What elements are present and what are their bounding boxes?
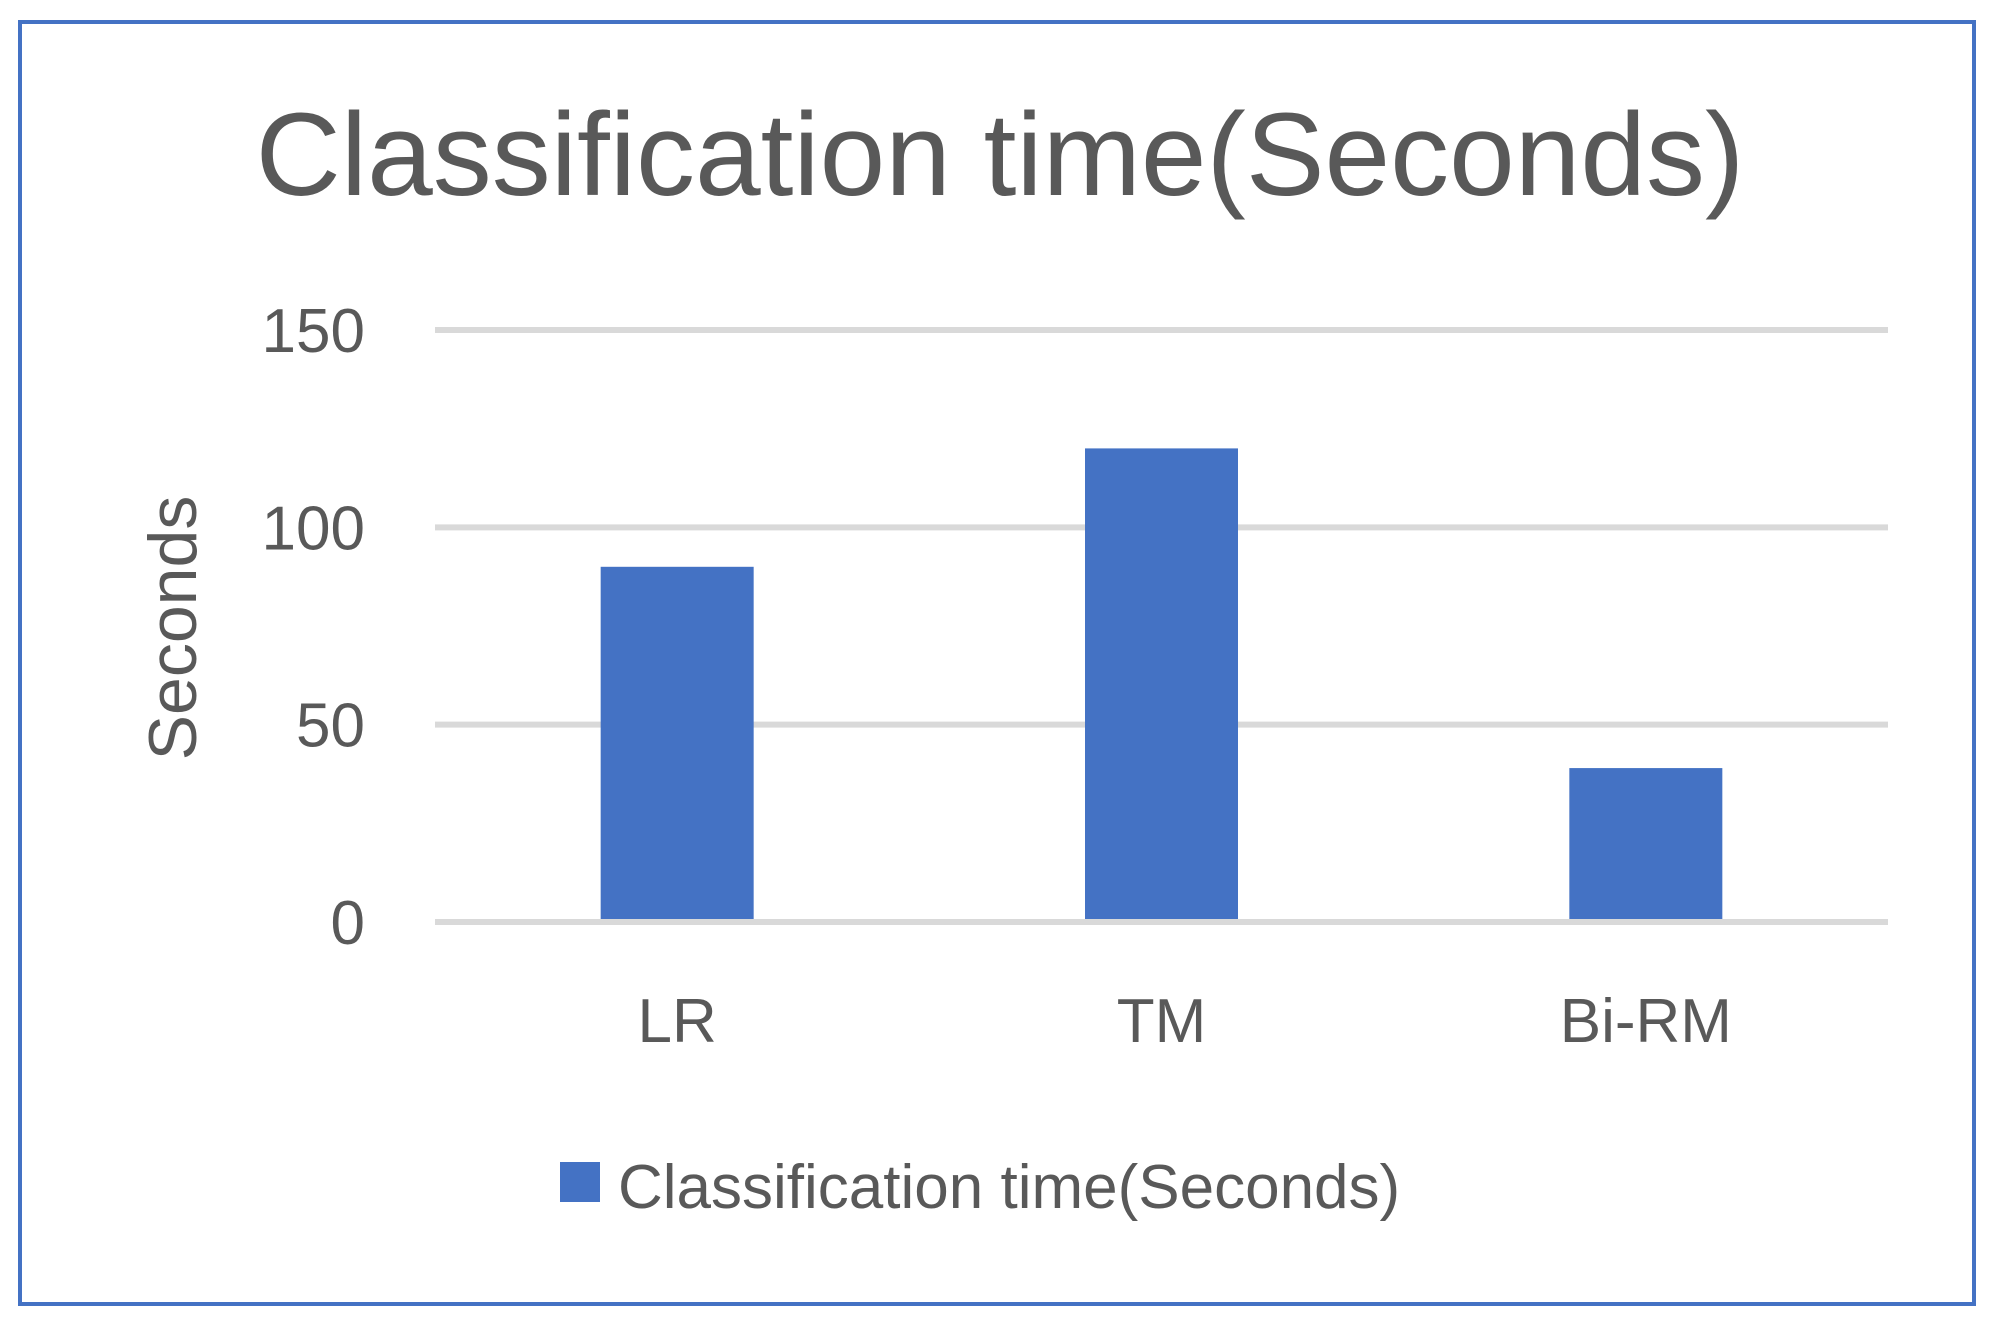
x-category-label: TM [1117, 987, 1207, 1056]
legend-label: Classification time(Seconds) [618, 1153, 1400, 1222]
x-category-label: LR [638, 987, 717, 1056]
y-tick-label: 50 [296, 692, 365, 761]
bar-tm [1085, 448, 1238, 919]
bars [600, 448, 1723, 919]
bar-lr [600, 566, 754, 919]
legend: Classification time(Seconds) [560, 1153, 1400, 1222]
y-tick-label: 150 [262, 297, 365, 366]
x-axis-categories: LR TM Bi-RM [638, 987, 1732, 1056]
y-tick-label: 0 [331, 889, 365, 958]
bar-bi-rm [1569, 768, 1723, 919]
legend-swatch [560, 1162, 600, 1202]
chart-frame [18, 20, 1976, 1306]
chart-title: Classification time(Seconds) [256, 89, 1745, 221]
x-category-label: Bi-RM [1560, 987, 1732, 1056]
y-axis-ticks: 0 50 100 150 [262, 297, 365, 958]
y-axis-label: Seconds [135, 496, 211, 761]
y-tick-label: 100 [262, 494, 365, 563]
